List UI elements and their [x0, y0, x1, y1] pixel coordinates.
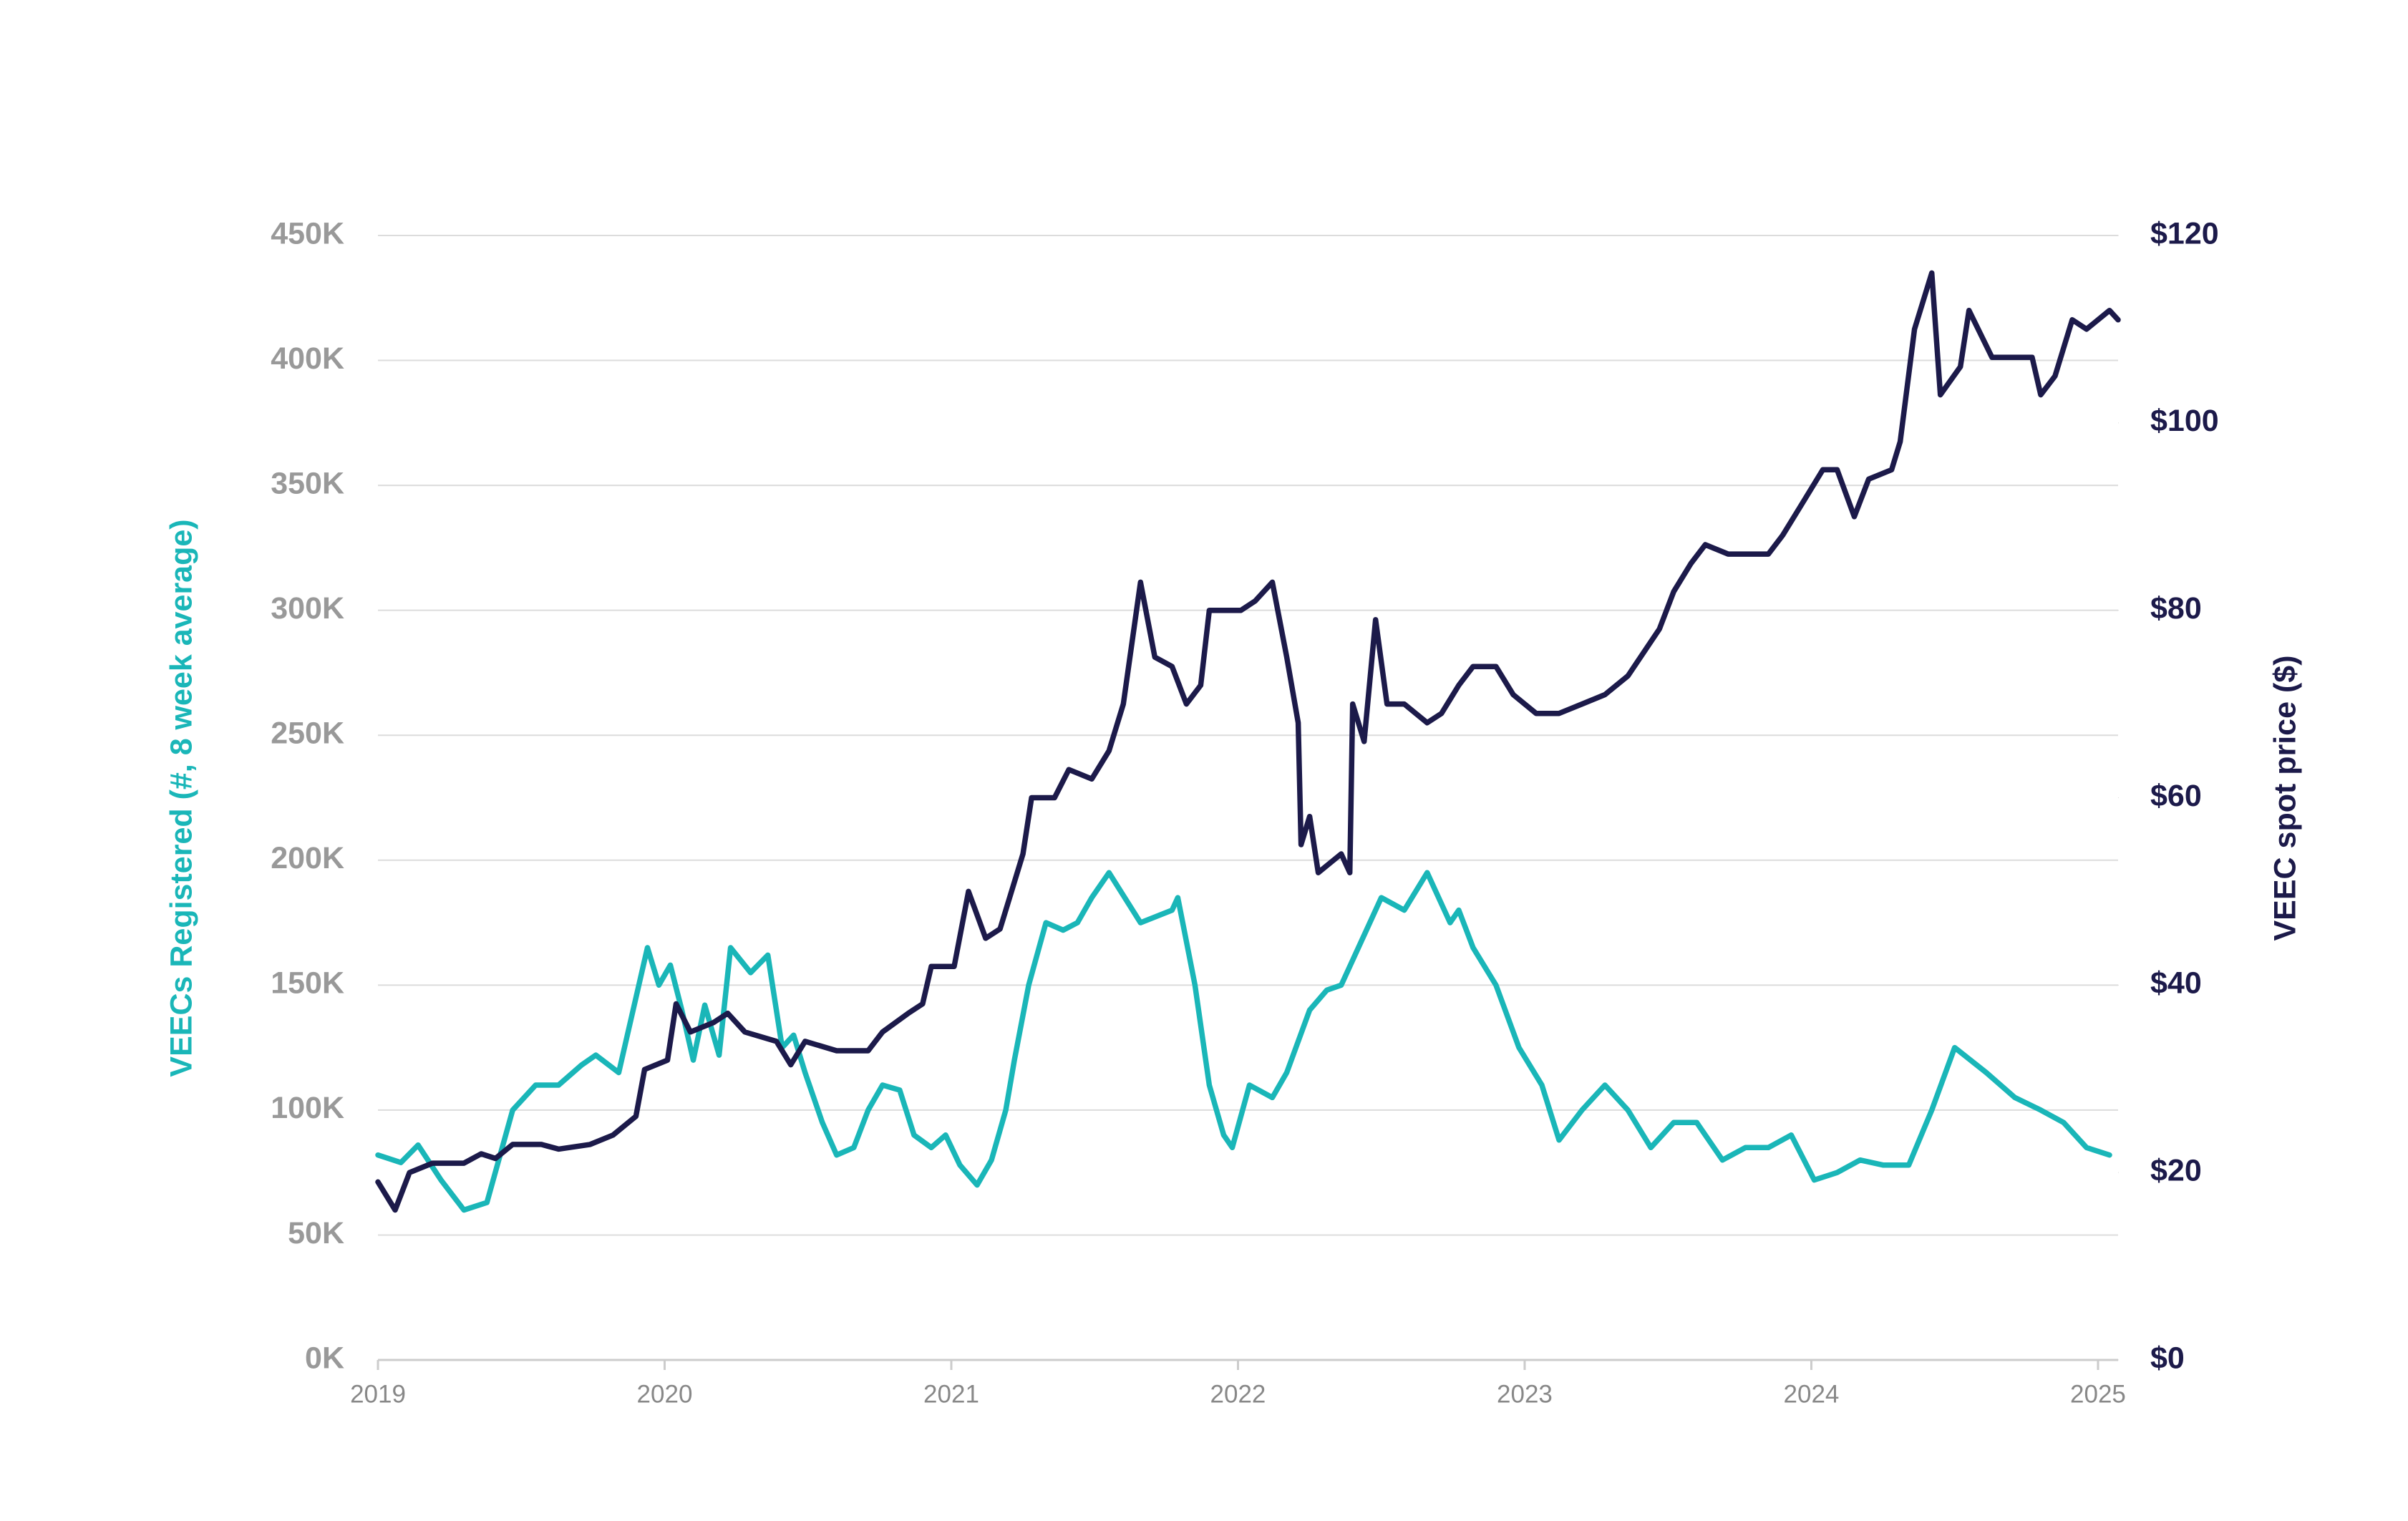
y2-tick-label: $0 — [2150, 1341, 2185, 1375]
y2-axis-title: VEEC spot price ($) — [2268, 655, 2302, 941]
series-line — [375, 870, 2112, 1213]
x-tick-label: 2019 — [350, 1380, 406, 1408]
y2-tick-label: $60 — [2150, 779, 2202, 813]
y2-tick-label: $100 — [2150, 404, 2219, 438]
x-tick-label: 2023 — [1497, 1380, 1553, 1408]
y2-tick-label: $40 — [2150, 966, 2202, 1001]
y-tick-label: 300K — [271, 591, 344, 626]
x-tick-label: 2021 — [923, 1380, 979, 1408]
y-tick-label: 100K — [271, 1091, 344, 1125]
y-tick-label: 200K — [271, 841, 344, 875]
x-tick-label: 2024 — [1784, 1380, 1840, 1408]
y-tick-label: 50K — [288, 1216, 344, 1250]
y-axis-title: VEECs Registered (#, 8 week average) — [164, 519, 198, 1077]
y-tick-label: 250K — [271, 716, 344, 751]
y-tick-label: 450K — [271, 216, 344, 251]
y2-tick-label: $20 — [2150, 1154, 2202, 1188]
x-tick-label: 2025 — [2070, 1380, 2126, 1408]
x-tick-label: 2022 — [1210, 1380, 1266, 1408]
y2-tick-label: $80 — [2150, 591, 2202, 626]
y-tick-label: 0K — [305, 1341, 344, 1375]
y-tick-label: 400K — [271, 341, 344, 376]
y-tick-label: 350K — [271, 466, 344, 500]
y-tick-label: 150K — [271, 966, 344, 1001]
series-line — [375, 270, 2121, 1213]
x-tick-label: 2020 — [637, 1380, 693, 1408]
y2-tick-label: $120 — [2150, 216, 2219, 251]
